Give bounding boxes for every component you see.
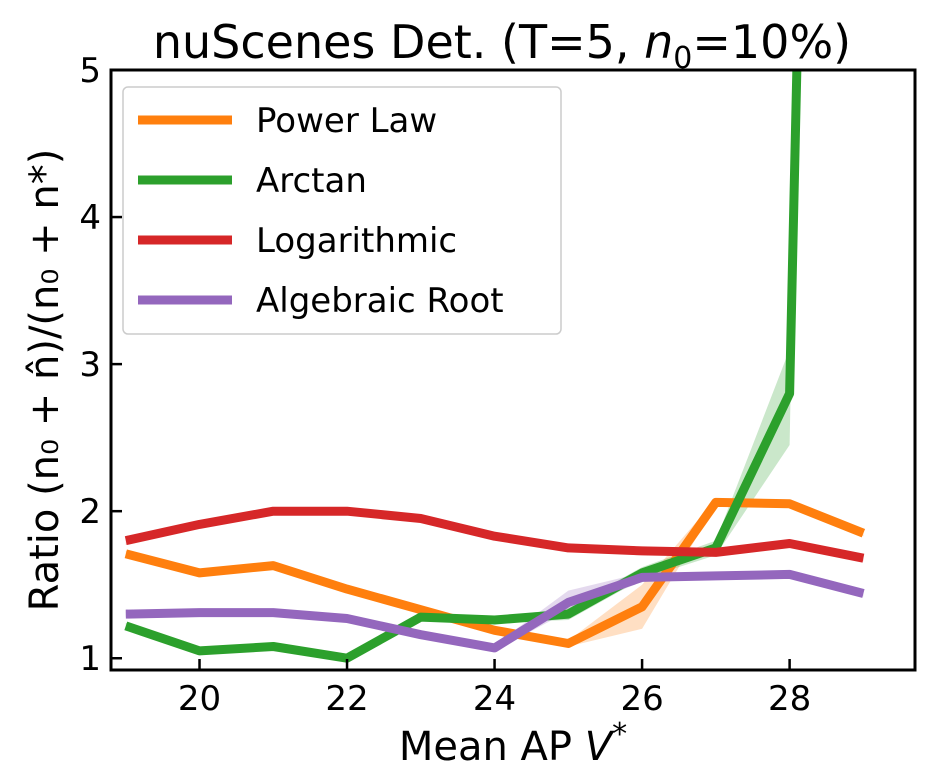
series-line-algebraic-root	[125, 569, 865, 653]
y-tick-label: 4	[79, 198, 101, 238]
x-tick-label: 26	[620, 679, 663, 719]
x-tick-label: 24	[473, 679, 516, 719]
y-tick-label: 1	[79, 639, 101, 679]
series-lines	[124, 70, 866, 663]
y-axis-ticks: 1 2 3 4 5	[79, 51, 122, 679]
series-line-logarithmic	[124, 506, 865, 563]
x-tick-label: 28	[768, 679, 811, 719]
legend-label-algebraic-root: Algebraic Root	[256, 281, 504, 321]
chart-title: nuScenes Det. (T=5, n0=10%)	[153, 15, 851, 76]
x-tick-label: 22	[325, 679, 368, 719]
y-tick-label: 2	[79, 492, 101, 532]
x-axis-ticks: 20 22 24 26 28	[178, 659, 811, 719]
plot-frame	[109, 68, 917, 672]
y-tick-label: 5	[79, 51, 101, 91]
series-line-arctan	[124, 70, 802, 663]
y-axis-label: Ratio (n₀ + n̂)/(n₀ + n*)	[22, 149, 68, 612]
legend-label-power-law: Power Law	[256, 101, 437, 141]
x-tick-label: 20	[178, 679, 221, 719]
legend-label-logarithmic: Logarithmic	[256, 221, 457, 261]
x-axis-label: Mean AP V*	[399, 717, 627, 770]
legend-label-arctan: Arctan	[256, 161, 367, 201]
legend: Power Law Arctan Logarithmic Algebraic Root	[122, 86, 562, 335]
legend-frame	[122, 86, 562, 335]
y-tick-label: 3	[79, 345, 101, 385]
